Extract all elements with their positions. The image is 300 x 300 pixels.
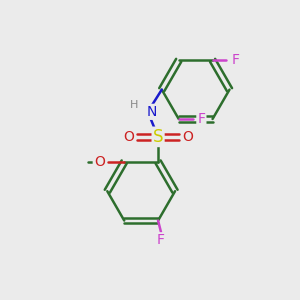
Text: O: O (123, 130, 134, 144)
Text: F: F (231, 53, 239, 67)
Text: O: O (94, 155, 105, 169)
Text: N: N (146, 105, 157, 119)
Text: S: S (153, 128, 163, 146)
Text: O: O (182, 130, 193, 144)
Text: F: F (197, 112, 206, 126)
Text: H: H (130, 100, 139, 110)
Text: F: F (157, 233, 165, 247)
